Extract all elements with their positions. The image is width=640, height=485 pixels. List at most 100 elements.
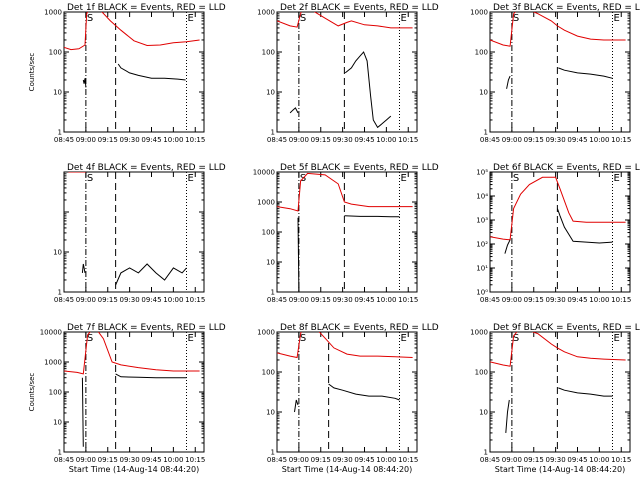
panel-p4: Det 4f BLACK = Events, RED = LLD 1 10 08:45…: [53, 163, 226, 304]
x-tick-label: 10:15: [611, 136, 631, 144]
x-tick-label: 09:45: [567, 456, 587, 464]
y-tick-label: 10: [266, 89, 275, 97]
y-tick-label: 10³: [476, 217, 488, 225]
axes-frame: [489, 331, 631, 453]
lld-series-line: [277, 332, 413, 359]
events-series-line: [556, 208, 613, 244]
series-layer: [68, 172, 187, 286]
series-layer: [490, 176, 626, 254]
panel-p7: Det 7f BLACK = Events, RED = LLD 1 10 100 10…: [28, 323, 226, 474]
x-tick-label: 10:15: [398, 456, 418, 464]
events-series-line: [506, 75, 511, 89]
events-series-line: [558, 67, 613, 79]
end-marker-label: E: [401, 333, 407, 344]
events-series-line: [504, 239, 511, 254]
x-tick-label: 09:45: [354, 136, 374, 144]
y-tick-label: 10000: [253, 169, 275, 177]
series-layer: [64, 12, 200, 88]
lld-series-line: [64, 12, 200, 51]
panel-title: Det 7f BLACK = Events, RED = LLD: [67, 323, 226, 333]
x-tick-label: 10:00: [376, 136, 396, 144]
x-tick-label: 10:00: [163, 136, 183, 144]
x-tick-label: 09:30: [333, 296, 353, 304]
x-tick-label: 09:00: [502, 136, 522, 144]
y-tick-label: 1: [484, 129, 488, 137]
y-tick-label: 100: [49, 49, 62, 57]
series-layer: [277, 332, 413, 413]
y-tick-label: 100: [262, 369, 275, 377]
x-tick-label: 09:30: [546, 136, 566, 144]
end-marker-label: E: [188, 13, 194, 24]
x-tick-label: 09:15: [524, 136, 544, 144]
y-tick-label: 10⁰: [476, 289, 488, 297]
panel-p2: Det 2f BLACK = Events, RED = LLD 1 10 100 10…: [257, 3, 439, 144]
x-tick-label: 09:15: [311, 296, 331, 304]
series-layer: [490, 12, 626, 89]
x-tick-label: 09:30: [333, 456, 353, 464]
end-marker-label: E: [401, 13, 407, 24]
end-marker-label: E: [401, 173, 407, 184]
panel-p5: Det 5f BLACK = Events, RED = LLD 1 10 100 10…: [253, 163, 439, 304]
events-series-line: [115, 263, 187, 286]
x-tick-label: 09:00: [76, 136, 96, 144]
y-tick-label: 100: [262, 49, 275, 57]
panel-p1: Det 1f BLACK = Events, RED = LLD 1 10 100 10…: [28, 3, 226, 144]
start-marker-label: S: [87, 13, 93, 24]
lld-series-line: [490, 176, 626, 241]
x-tick-label: 10:00: [163, 456, 183, 464]
y-tick-label: 10²: [476, 241, 488, 249]
panel-title: Det 9f BLACK = Events, RED = LLD: [493, 323, 640, 333]
y-tick-label: 1000: [257, 9, 275, 17]
y-tick-label: 1: [58, 449, 62, 457]
y-tick-label: 1000: [257, 199, 275, 207]
x-tick-label: 09:00: [502, 296, 522, 304]
y-axis-label: Counts/sec: [28, 373, 36, 412]
axes-frame: [276, 331, 418, 453]
x-tick-label: 09:30: [546, 296, 566, 304]
lld-series-line: [490, 332, 626, 367]
events-series-line: [505, 399, 510, 433]
axes-frame: [276, 11, 418, 133]
y-tick-label: 1: [271, 449, 275, 457]
x-tick-label: 10:15: [185, 136, 205, 144]
y-tick-label: 10: [53, 249, 62, 257]
x-tick-label: 09:15: [98, 136, 118, 144]
y-tick-label: 10⁵: [476, 169, 488, 177]
series-layer: [277, 12, 413, 129]
end-marker-label: E: [614, 333, 620, 344]
x-tick-label: 10:15: [185, 296, 205, 304]
start-marker-label: S: [513, 13, 519, 24]
x-tick-label: 09:00: [76, 296, 96, 304]
events-series-line: [344, 51, 392, 129]
panel-title: Det 6f BLACK = Events, RED = LLD: [493, 163, 640, 173]
x-tick-label: 09:30: [333, 136, 353, 144]
y-tick-label: 10: [266, 409, 275, 417]
y-tick-label: 1: [271, 289, 275, 297]
x-tick-label: 10:00: [376, 456, 396, 464]
panel-title: Det 5f BLACK = Events, RED = LLD: [280, 163, 439, 173]
y-tick-label: 10: [266, 259, 275, 267]
x-tick-label: 10:00: [589, 456, 609, 464]
start-marker-label: S: [513, 173, 519, 184]
x-axis-label: Start Time (14-Aug-14 08:44:20): [282, 465, 413, 474]
events-series-line: [294, 399, 299, 413]
series-layer: [64, 332, 200, 447]
x-tick-label: 09:15: [98, 456, 118, 464]
x-tick-label: 08:45: [480, 456, 500, 464]
y-tick-label: 1000: [44, 9, 62, 17]
x-tick-label: 10:15: [398, 296, 418, 304]
x-tick-label: 09:45: [354, 296, 374, 304]
y-tick-label: 1: [58, 289, 62, 297]
x-tick-label: 09:45: [141, 456, 161, 464]
start-marker-label: S: [513, 333, 519, 344]
panel-title: Det 2f BLACK = Events, RED = LLD: [280, 3, 439, 13]
start-marker-label: S: [300, 333, 306, 344]
x-tick-label: 09:45: [141, 136, 161, 144]
y-tick-label: 100: [262, 229, 275, 237]
events-series-line: [344, 215, 400, 218]
x-tick-label: 09:15: [98, 296, 118, 304]
x-tick-label: 08:45: [54, 136, 74, 144]
y-tick-label: 10: [53, 89, 62, 97]
